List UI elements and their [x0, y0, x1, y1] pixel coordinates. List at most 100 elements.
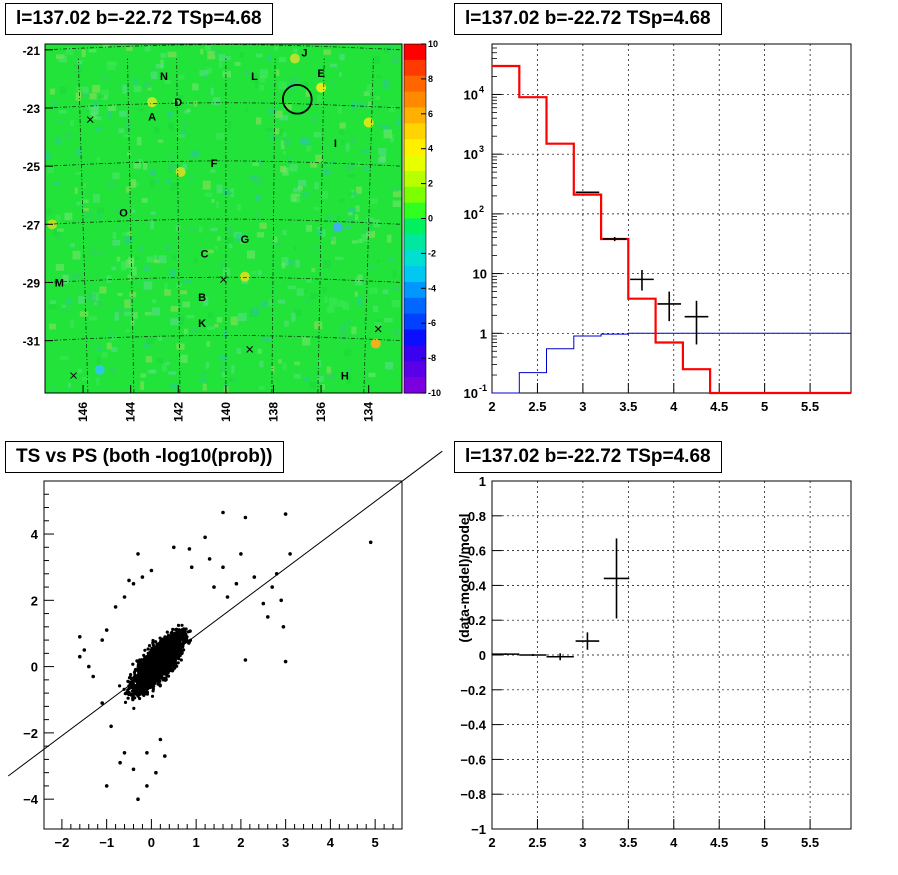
map-pixel: [168, 154, 173, 163]
map-pixel: [107, 182, 116, 188]
map-pixel: [126, 231, 132, 236]
map-pixel: [272, 236, 278, 243]
map-pixel: [221, 372, 226, 377]
map-pixel: [363, 228, 372, 233]
scatter-point: [153, 646, 157, 650]
scatter-outlier-point: [203, 535, 207, 540]
map-pixel: [373, 219, 380, 228]
map-pixel: [392, 286, 400, 292]
scatter-point: [171, 667, 175, 672]
map-source-label: L: [251, 71, 258, 83]
scatter-point: [133, 687, 137, 691]
map-pixel: [61, 307, 68, 312]
map-pixel: [106, 219, 111, 223]
residual-x-tick-label: 2: [488, 835, 495, 850]
map-pixel: [356, 162, 362, 167]
map-pixel: [101, 352, 108, 358]
scatter-point: [164, 649, 168, 654]
scatter-point: [137, 692, 141, 696]
map-pixel: [269, 135, 275, 140]
map-pixel: [226, 236, 234, 244]
colorbar-tick-label: -2: [428, 248, 436, 258]
scatter-outlier-point: [221, 565, 225, 569]
scatter-x-tick-label: −2: [54, 835, 69, 850]
map-pixel: [222, 70, 231, 78]
map-pixel: [125, 328, 130, 333]
colorbar-band: [404, 218, 426, 235]
map-pixel: [390, 187, 399, 192]
map-pixel: [64, 216, 68, 220]
spectrum-x-tick-label: 5: [761, 399, 768, 414]
map-pixel: [293, 373, 301, 379]
scatter-point: [150, 655, 155, 659]
map-pixel: [157, 139, 164, 143]
map-pixel: [335, 256, 344, 260]
map-pixel: [168, 371, 177, 375]
residual-x-tick-label: 2.5: [528, 835, 546, 850]
map-pixel: [204, 74, 208, 79]
map-pixel: [66, 298, 72, 305]
map-pixel: [76, 60, 83, 68]
scatter-point: [170, 660, 175, 664]
map-pixel: [223, 382, 227, 389]
scatter-point: [177, 641, 181, 646]
map-pixel: [216, 316, 223, 323]
scatter-x-tick-label: −1: [99, 835, 114, 850]
map-source-label: D: [174, 97, 182, 109]
map-pixel: [76, 201, 81, 205]
map-pixel: [58, 56, 68, 63]
map-pixel: [327, 215, 334, 222]
map-pixel: [369, 198, 378, 204]
spectrum-x-tick-label: 2: [488, 399, 495, 414]
map-pixel: [156, 179, 160, 183]
map-graticule-lat: [44, 218, 403, 225]
map-pixel: [363, 167, 369, 171]
colorbar-tick-label: 6: [428, 109, 433, 119]
scatter-point: [166, 663, 170, 668]
colorbar-band: [404, 44, 426, 61]
map-pixel: [223, 188, 230, 196]
map-pixel: [81, 182, 87, 189]
scatter-point: [176, 634, 180, 638]
map-pixel: [351, 101, 355, 110]
map-pixel: [383, 129, 393, 139]
map-pixel: [274, 128, 280, 135]
scatter-outlier-point: [368, 540, 373, 545]
map-pixel: [345, 163, 354, 172]
map-pixel: [187, 227, 196, 232]
map-pixel: [338, 300, 346, 307]
map-pixel: [386, 234, 392, 243]
map-pixel: [70, 120, 74, 127]
map-pixel: [322, 229, 326, 237]
map-pixel: [317, 229, 323, 236]
map-pixel: [182, 301, 191, 308]
scatter-outlier-point: [189, 565, 194, 569]
map-pixel: [361, 149, 370, 153]
map-pixel: [282, 167, 289, 176]
map-pixel: [61, 304, 67, 308]
scatter-point: [150, 694, 155, 698]
map-pixel: [244, 107, 248, 112]
map-pixel: [345, 217, 354, 223]
map-pixel: [153, 66, 157, 72]
scatter-outlier-point: [279, 598, 284, 603]
map-pixel: [58, 110, 67, 114]
spectrum-x-tick-label: 2.5: [528, 399, 546, 414]
map-pixel: [50, 88, 56, 95]
scatter-x-tick-label: 3: [282, 835, 289, 850]
map-pixel: [114, 312, 119, 321]
scatter-point: [157, 667, 161, 671]
map-pixel: [170, 182, 177, 191]
map-pixel: [377, 319, 383, 323]
map-pixel: [286, 259, 294, 265]
scatter-point: [174, 631, 178, 635]
scatter-point: [159, 674, 164, 678]
scatter-outlier-point: [187, 547, 192, 551]
map-pixel: [82, 86, 89, 94]
map-pixel: [164, 289, 171, 296]
scatter-point: [127, 676, 132, 680]
scatter-point: [171, 627, 175, 632]
scatter-outlier-point: [104, 784, 109, 788]
scatter-point: [131, 696, 135, 700]
scatter-outlier-point: [113, 605, 118, 609]
